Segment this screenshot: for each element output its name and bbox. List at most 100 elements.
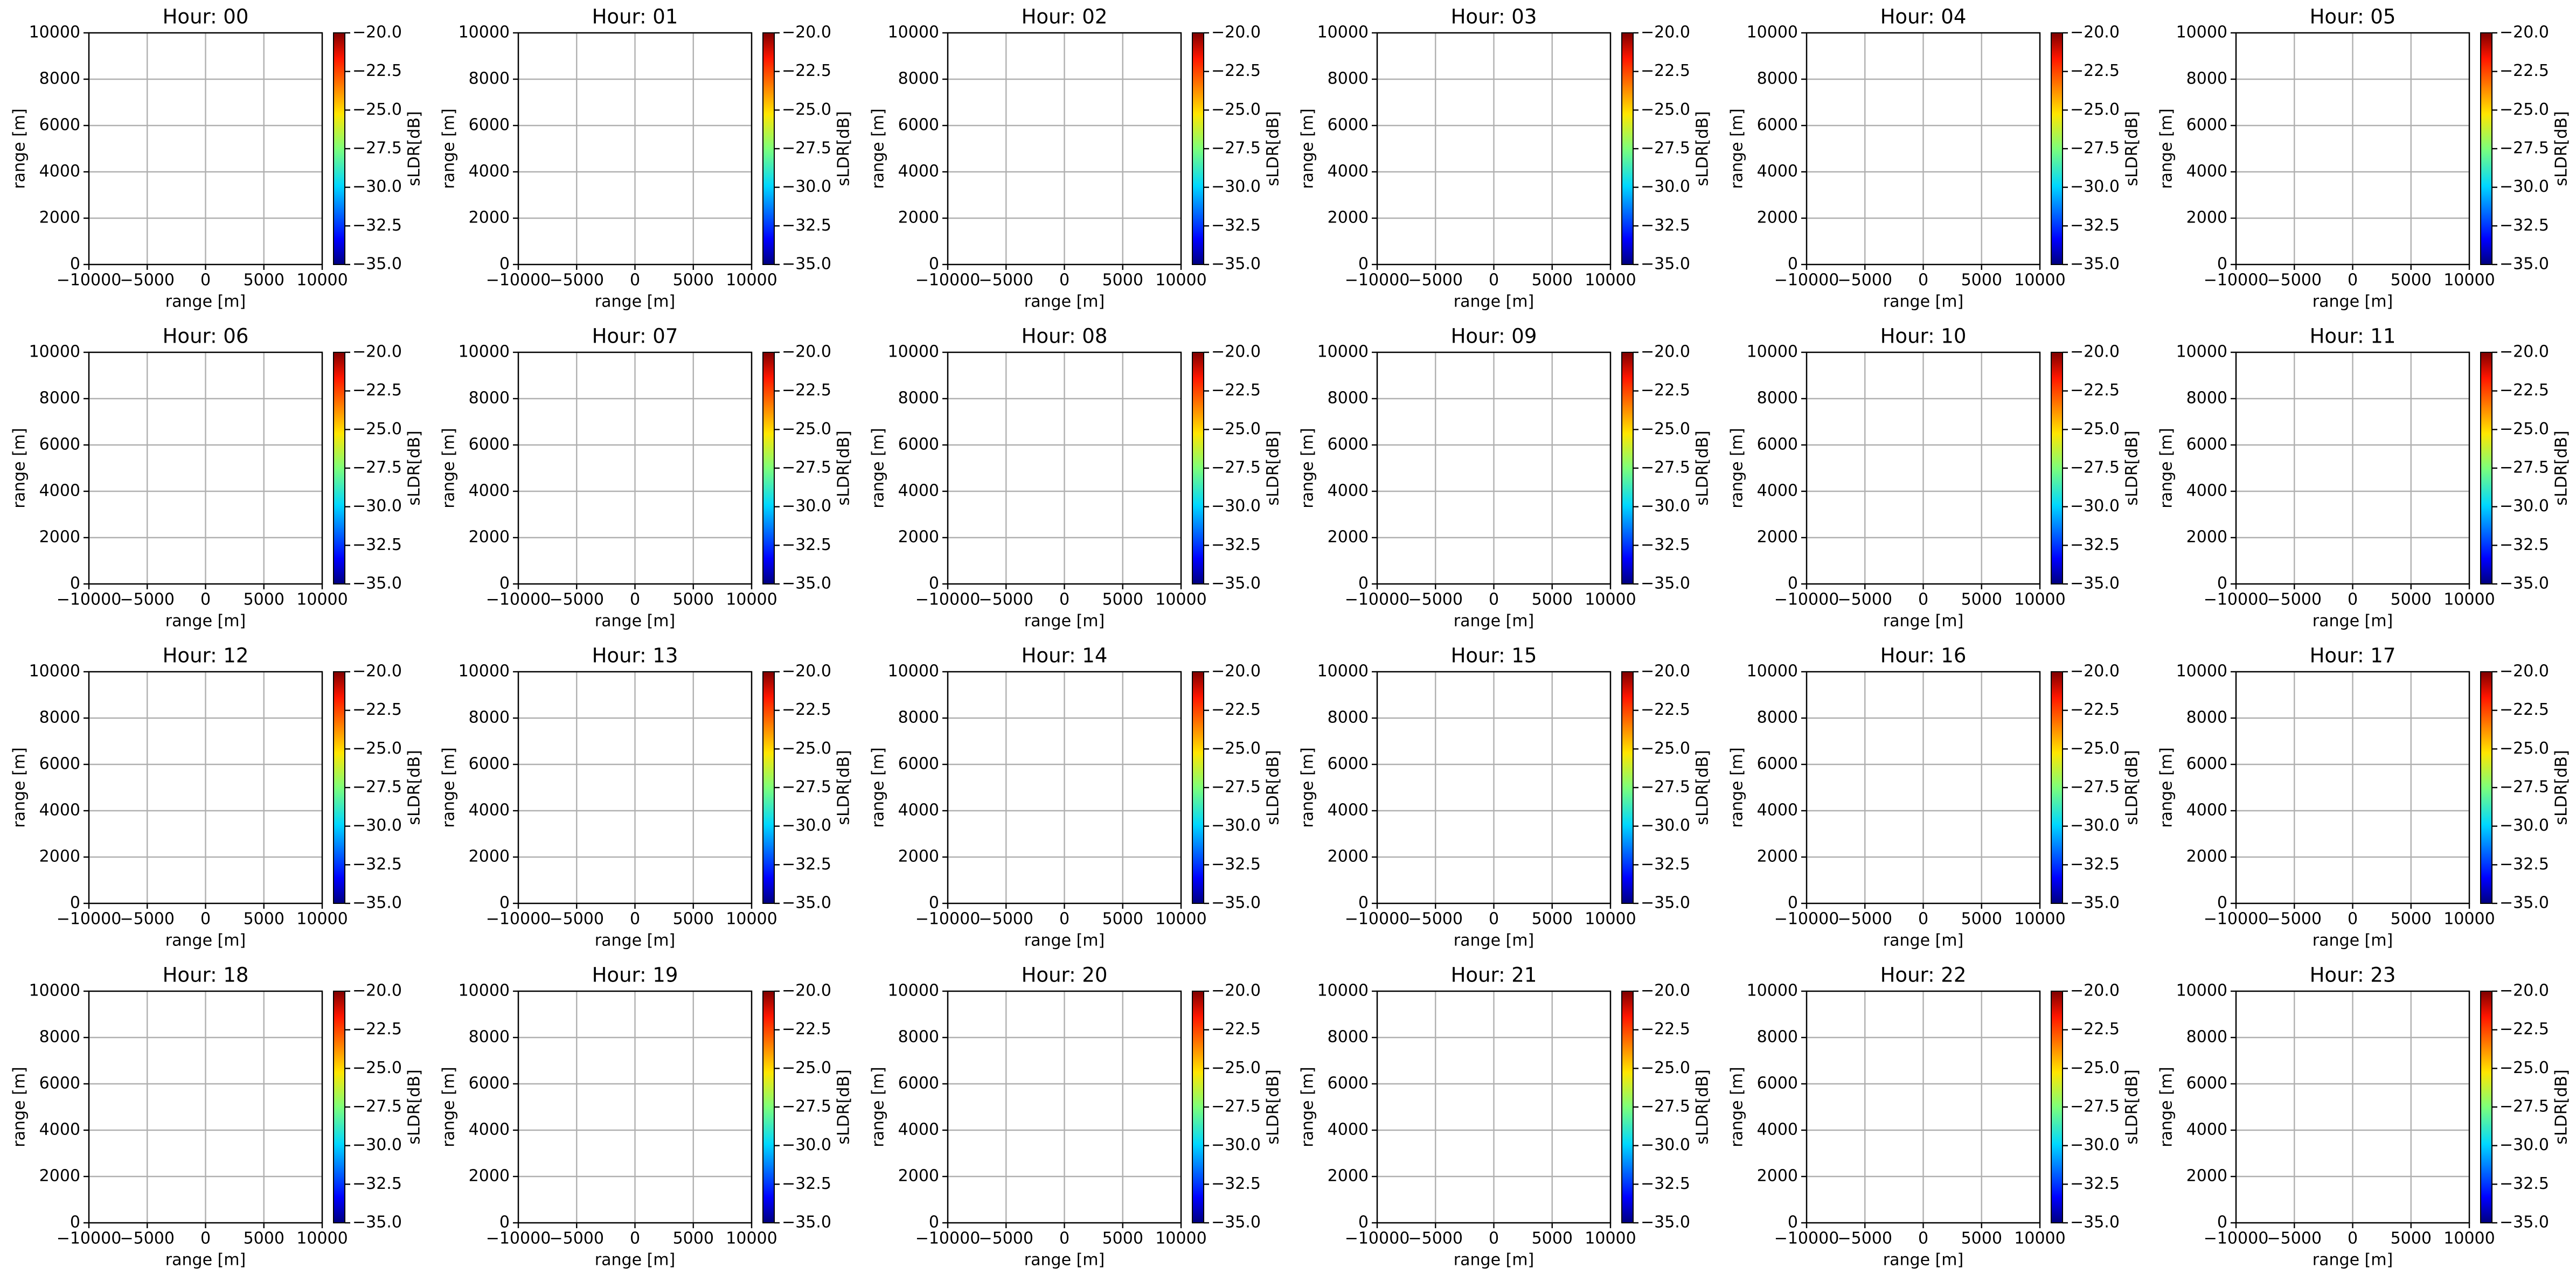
colorbar-tick-label: −32.5 (2070, 535, 2120, 554)
x-tick-label: 10000 (2014, 271, 2065, 290)
x-tick-label: 10000 (2014, 1229, 2065, 1248)
colorbar-tick-label: −27.5 (352, 778, 402, 797)
chart-title: Hour: 22 (1880, 964, 1967, 987)
y-tick-label: 8000 (2186, 69, 2227, 88)
colorbar-tick-label: −35.0 (782, 894, 831, 913)
colorbar-tick-label: −35.0 (782, 574, 831, 593)
colorbar-tick-label: −30.0 (1211, 816, 1261, 835)
colorbar-tick-label: −20.0 (782, 343, 831, 361)
y-tick-label: 10000 (1747, 662, 1798, 681)
x-axis-label: range [m] (595, 612, 675, 631)
x-tick-label: −10000 (915, 1229, 981, 1248)
colorbar-tick-label: −20.0 (782, 981, 831, 1000)
x-tick-label: −10000 (1345, 271, 1410, 290)
x-tick-label: 5000 (2391, 910, 2432, 929)
x-tick-label: 0 (1918, 910, 1928, 929)
colorbar-tick-label: −25.0 (2070, 739, 2120, 758)
x-axis-label: range [m] (1883, 931, 1963, 950)
x-tick-label: 0 (1489, 271, 1499, 290)
colorbar-tick-label: −20.0 (1641, 23, 1690, 42)
y-tick-label: 6000 (2186, 755, 2227, 774)
y-tick-label: 6000 (1328, 435, 1369, 454)
colorbar-tick-label: −22.5 (352, 700, 402, 719)
x-tick-label: 0 (630, 910, 640, 929)
y-tick-label: 8000 (2186, 708, 2227, 727)
colorbar-tick-label: −30.0 (352, 177, 402, 196)
x-tick-label: 10000 (296, 271, 348, 290)
axes-frame (517, 351, 753, 585)
x-tick-label: 0 (1918, 1229, 1928, 1248)
colorbar-tick-label: −22.5 (352, 381, 402, 400)
y-tick-label: 0 (929, 574, 939, 593)
y-tick-label: 8000 (39, 1028, 80, 1047)
x-tick-label: 5000 (244, 590, 284, 609)
colorbar-tick-label: −25.0 (782, 739, 831, 758)
colorbar-tick-label: −27.5 (2070, 778, 2120, 797)
x-tick-label: 10000 (726, 590, 777, 609)
axes-frame (517, 990, 753, 1224)
x-axis-label: range [m] (2313, 293, 2393, 311)
y-tick-label: 4000 (469, 801, 510, 820)
colorbar-label: sLDR[dB] (405, 1069, 424, 1144)
y-axis-label: range [m] (869, 428, 888, 508)
x-tick-label: −10000 (915, 271, 981, 290)
y-tick-label: 8000 (1757, 1028, 1798, 1047)
colorbar-tick-label: −27.5 (1211, 139, 1261, 158)
x-tick-label: 5000 (2391, 271, 2432, 290)
x-axis-label: range [m] (1024, 931, 1105, 950)
x-tick-label: 0 (200, 271, 211, 290)
colorbar (2480, 352, 2492, 584)
colorbar-tick-label: −32.5 (1641, 855, 1690, 874)
axes-frame (1806, 32, 2041, 266)
colorbar-tick-label: −27.5 (2499, 139, 2549, 158)
y-axis-label: range [m] (2157, 108, 2176, 189)
colorbar-label: sLDR[dB] (1693, 430, 1712, 505)
colorbar-tick-label: −22.5 (1641, 1020, 1690, 1039)
y-tick-label: 6000 (898, 116, 939, 135)
x-tick-label: −10000 (1345, 1229, 1410, 1248)
colorbar (762, 32, 775, 265)
x-tick-label: −5000 (1838, 271, 1892, 290)
colorbar (2051, 32, 2063, 265)
y-axis-label: range [m] (10, 1067, 29, 1147)
colorbar-label: sLDR[dB] (405, 111, 424, 186)
chart-title: Hour: 06 (163, 325, 249, 348)
y-tick-label: 4000 (2186, 482, 2227, 500)
x-tick-label: −10000 (486, 271, 551, 290)
colorbar-tick-label: −27.5 (1211, 1097, 1261, 1116)
y-tick-label: 2000 (39, 528, 80, 547)
y-axis-label: range [m] (440, 747, 459, 827)
chart-title: Hour: 07 (592, 325, 678, 348)
chart-title: Hour: 05 (2310, 5, 2396, 29)
colorbar-tick-label: −30.0 (2499, 497, 2549, 516)
colorbar-tick-label: −20.0 (2499, 662, 2549, 681)
colorbar-label: sLDR[dB] (2552, 430, 2571, 505)
colorbar-tick-label: −27.5 (782, 139, 831, 158)
colorbar-label: sLDR[dB] (1693, 750, 1712, 825)
colorbar-tick-label: −30.0 (1211, 497, 1261, 516)
y-tick-label: 10000 (29, 343, 80, 361)
x-tick-label: −5000 (120, 1229, 175, 1248)
axes-frame (1806, 671, 2041, 904)
x-tick-label: 5000 (244, 910, 284, 929)
chart-title: Hour: 20 (1022, 964, 1108, 987)
colorbar-tick-label: −32.5 (2070, 216, 2120, 235)
colorbar-tick-label: −35.0 (1211, 255, 1261, 274)
chart-title: Hour: 16 (1880, 644, 1967, 667)
colorbar-tick-label: −30.0 (352, 497, 402, 516)
x-tick-label: 5000 (244, 271, 284, 290)
x-tick-label: 5000 (244, 1229, 284, 1248)
colorbar-tick-label: −20.0 (1211, 343, 1261, 361)
colorbar-tick-label: −22.5 (2499, 700, 2549, 719)
x-tick-label: −10000 (57, 910, 122, 929)
chart-title: Hour: 12 (163, 644, 249, 667)
y-tick-label: 0 (929, 255, 939, 274)
x-axis-label: range [m] (165, 1251, 246, 1270)
x-axis-label: range [m] (1454, 293, 1534, 311)
colorbar (2480, 671, 2492, 904)
y-axis-label: range [m] (10, 747, 29, 827)
x-tick-label: −5000 (2267, 590, 2322, 609)
x-axis-label: range [m] (1883, 1251, 1963, 1270)
x-tick-label: −5000 (1408, 910, 1463, 929)
axes-frame (88, 32, 323, 266)
